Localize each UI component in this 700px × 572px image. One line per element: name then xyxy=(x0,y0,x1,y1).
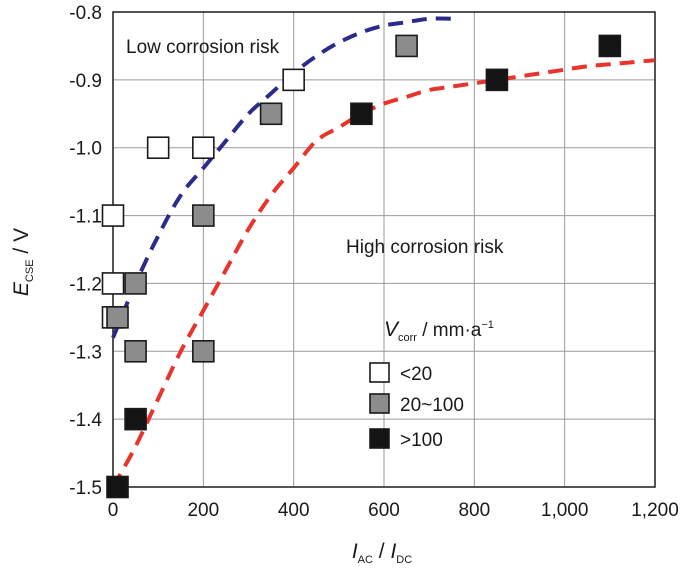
data-point-series-1 xyxy=(124,272,147,295)
legend-label-gt100: >100 xyxy=(400,430,443,451)
data-point-series-1 xyxy=(192,204,215,227)
legend-label-lt20: <20 xyxy=(400,364,432,385)
y-tick-label: -1.2 xyxy=(69,274,102,295)
y-axis-label-main: E xyxy=(10,281,33,296)
y-tick-label: -1.4 xyxy=(69,410,102,431)
x-axis-label-sub-1: AC xyxy=(358,554,373,566)
x-axis-label-sep: / xyxy=(373,540,391,563)
fit-curves xyxy=(111,16,656,488)
data-point-series-2 xyxy=(598,34,622,58)
legend-label-20-100: 20~100 xyxy=(400,395,464,416)
y-tick-label: -1.3 xyxy=(69,342,102,363)
legend-title-main: V xyxy=(384,318,400,341)
x-tick-label: 800 xyxy=(458,500,490,521)
data-point-series-0 xyxy=(101,204,125,227)
data-point-series-0 xyxy=(146,136,170,160)
x-axis-label-main-2: I xyxy=(390,540,396,563)
data-points xyxy=(101,34,622,499)
x-tick-label: 600 xyxy=(368,500,400,521)
tick-labels: 0 200 400 600 800 1,000 1,200 -1.5 -1.4 -1.3 -1.2 -… xyxy=(69,3,679,521)
high-risk-annotation: High corrosion risk xyxy=(346,237,504,258)
data-point-series-2 xyxy=(106,475,129,499)
data-point-series-1 xyxy=(106,306,129,329)
data-point-series-2 xyxy=(124,407,147,431)
legend-marker-20-100 xyxy=(369,393,390,414)
data-point-series-2 xyxy=(485,68,509,92)
x-tick-label: 1,200 xyxy=(631,500,679,521)
fit-curve-boundary-red xyxy=(111,58,656,488)
y-tick-label: -0.9 xyxy=(69,71,102,92)
data-point-series-1 xyxy=(192,339,215,363)
x-tick-label: 200 xyxy=(187,500,219,521)
legend-title-unit: / mm·a xyxy=(417,320,482,341)
x-axis-label: IAC / IDC xyxy=(352,540,412,566)
y-axis-label-suffix: / V xyxy=(10,228,33,260)
plot-frame xyxy=(112,11,656,488)
data-point-series-1 xyxy=(395,34,418,58)
legend-title-sup: −1 xyxy=(481,319,494,331)
data-point-series-0 xyxy=(192,136,215,160)
data-point-series-1 xyxy=(259,102,283,126)
legend: Vcorr / mm·a−1 <20 20~100 >100 xyxy=(369,318,494,451)
y-tick-label: -1.0 xyxy=(69,139,102,160)
data-point-series-1 xyxy=(124,339,147,363)
x-tick-label: 1,000 xyxy=(541,500,589,521)
data-point-series-2 xyxy=(350,102,373,126)
y-tick-label: -1.5 xyxy=(69,478,102,499)
data-point-series-0 xyxy=(282,68,305,92)
y-axis-label: ECSE / V xyxy=(10,228,36,296)
x-tick-label: 400 xyxy=(278,500,310,521)
y-axis-label-sub: CSE xyxy=(24,259,36,282)
low-risk-annotation: Low corrosion risk xyxy=(126,37,280,58)
x-tick-label: 0 xyxy=(108,500,119,521)
fit-curve-boundary-blue xyxy=(111,16,457,339)
legend-title: Vcorr / mm·a−1 xyxy=(384,318,494,344)
y-tick-label: -0.8 xyxy=(69,3,102,24)
y-tick-label: -1.1 xyxy=(69,207,102,228)
data-point-series-0 xyxy=(101,272,125,295)
legend-marker-gt100 xyxy=(369,428,390,449)
legend-marker-lt20 xyxy=(369,362,390,383)
x-axis-label-main-1: I xyxy=(352,540,358,563)
legend-title-sub: corr xyxy=(398,332,417,344)
x-axis-label-sub-2: DC xyxy=(396,554,412,566)
